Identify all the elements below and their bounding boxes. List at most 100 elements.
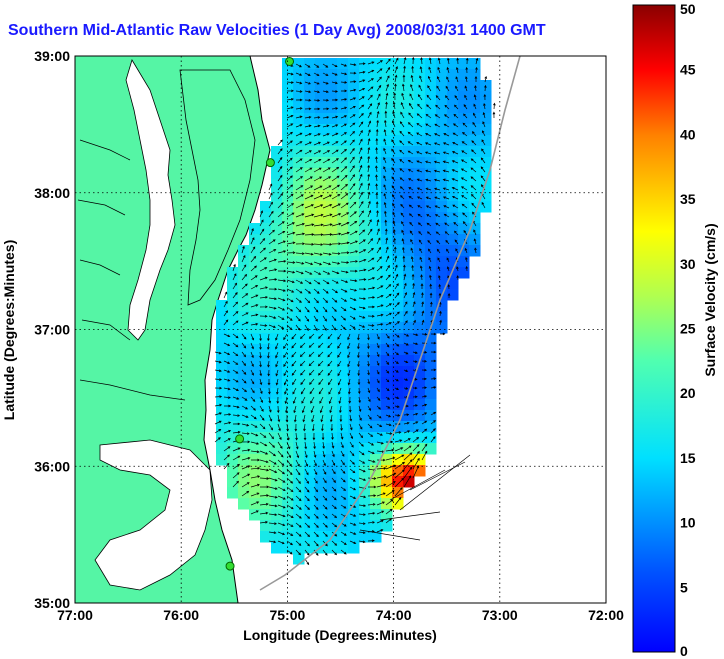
velocity-vector	[241, 396, 248, 401]
velocity-vector	[250, 423, 258, 428]
velocity-cell	[403, 69, 415, 81]
velocity-cell	[271, 498, 283, 510]
velocity-vector	[482, 111, 486, 119]
velocity-vector	[367, 182, 371, 191]
velocity-vector	[437, 257, 441, 263]
velocity-vector	[313, 204, 324, 209]
velocity-vector	[442, 142, 450, 146]
velocity-vector	[349, 148, 355, 155]
velocity-vector	[349, 165, 355, 173]
velocity-vector	[470, 176, 477, 182]
velocity-vector	[318, 387, 324, 395]
velocity-vector	[330, 423, 334, 432]
velocity-vector	[313, 522, 319, 528]
velocity-vector	[385, 414, 392, 418]
velocity-vector	[268, 513, 278, 517]
velocity-vector	[277, 250, 287, 254]
velocity-cell	[315, 399, 327, 411]
x-tick-label: 74:00	[376, 607, 412, 623]
velocity-vector	[304, 242, 315, 246]
velocity-vector	[340, 279, 349, 283]
velocity-vector	[481, 148, 486, 155]
velocity-vector	[367, 129, 371, 137]
velocity-vector	[313, 504, 319, 510]
velocity-vector	[277, 450, 284, 458]
velocity-cell	[370, 102, 382, 114]
velocity-vector	[295, 107, 303, 110]
velocity-cell	[458, 135, 470, 147]
velocity-cell	[414, 443, 426, 455]
velocity-vector	[367, 296, 376, 299]
velocity-cell	[348, 377, 360, 389]
velocity-cell	[436, 168, 448, 180]
velocity-vector	[465, 256, 468, 263]
velocity-cell	[249, 487, 261, 499]
velocity-vector	[304, 504, 310, 511]
velocity-cell	[370, 399, 382, 411]
velocity-cell	[370, 124, 382, 136]
velocity-vector	[394, 57, 399, 65]
velocity-cell	[392, 245, 404, 257]
velocity-cell	[447, 91, 459, 103]
velocity-vector	[407, 122, 414, 128]
velocity-vector	[385, 432, 393, 435]
velocity-cell	[315, 124, 327, 136]
velocity-cell	[381, 509, 393, 521]
velocity-vector	[376, 60, 383, 65]
velocity-vector	[304, 306, 310, 313]
velocity-cell	[293, 190, 305, 202]
velocity-cell	[381, 58, 393, 70]
velocity-vector	[407, 160, 414, 164]
velocity-cell	[392, 102, 404, 114]
velocity-vector	[394, 477, 405, 488]
velocity-vector	[428, 57, 432, 65]
colorbar-tick-label: 25	[680, 321, 696, 337]
velocity-vector	[417, 222, 423, 227]
velocity-vector	[293, 414, 297, 423]
velocity-cell	[337, 333, 349, 345]
velocity-cell	[293, 300, 305, 312]
velocity-vector	[358, 315, 366, 319]
velocity-vector	[276, 387, 279, 395]
velocity-cell	[282, 377, 294, 389]
velocity-vector	[394, 387, 400, 391]
velocity-vector	[313, 315, 318, 322]
velocity-cell	[403, 245, 415, 257]
velocity-vector	[340, 504, 347, 509]
velocity-cell	[425, 432, 437, 444]
velocity-vector	[358, 229, 366, 236]
velocity-cell	[337, 355, 349, 367]
velocity-cell	[315, 91, 327, 103]
velocity-vector	[421, 386, 428, 390]
velocity-vector	[376, 351, 380, 358]
velocity-cell	[348, 168, 360, 180]
velocity-vector	[313, 270, 322, 275]
velocity-vector	[308, 369, 315, 376]
velocity-vector	[250, 351, 254, 359]
velocity-cell	[381, 267, 393, 279]
velocity-vector	[292, 387, 297, 395]
velocity-cell	[348, 333, 360, 345]
velocity-cell	[348, 344, 360, 356]
velocity-cell	[337, 58, 349, 70]
velocity-vector	[385, 264, 390, 272]
velocity-vector	[349, 183, 356, 191]
velocity-vector	[367, 477, 377, 480]
velocity-cell	[458, 113, 470, 125]
velocity-vector	[286, 231, 296, 236]
velocity-vector	[321, 423, 324, 432]
velocity-vector	[408, 204, 414, 209]
velocity-vector	[403, 459, 413, 470]
velocity-vector	[304, 531, 311, 538]
velocity-cell	[282, 399, 294, 411]
velocity-vector	[304, 459, 309, 467]
velocity-vector	[452, 141, 459, 146]
velocity-vector	[259, 423, 266, 430]
velocity-vector	[425, 123, 432, 128]
velocity-vector	[407, 131, 414, 137]
velocity-vector	[331, 297, 338, 303]
velocity-cell	[425, 135, 437, 147]
velocity-vector	[462, 132, 468, 137]
velocity-cell	[414, 300, 426, 312]
velocity-vector	[358, 182, 363, 191]
